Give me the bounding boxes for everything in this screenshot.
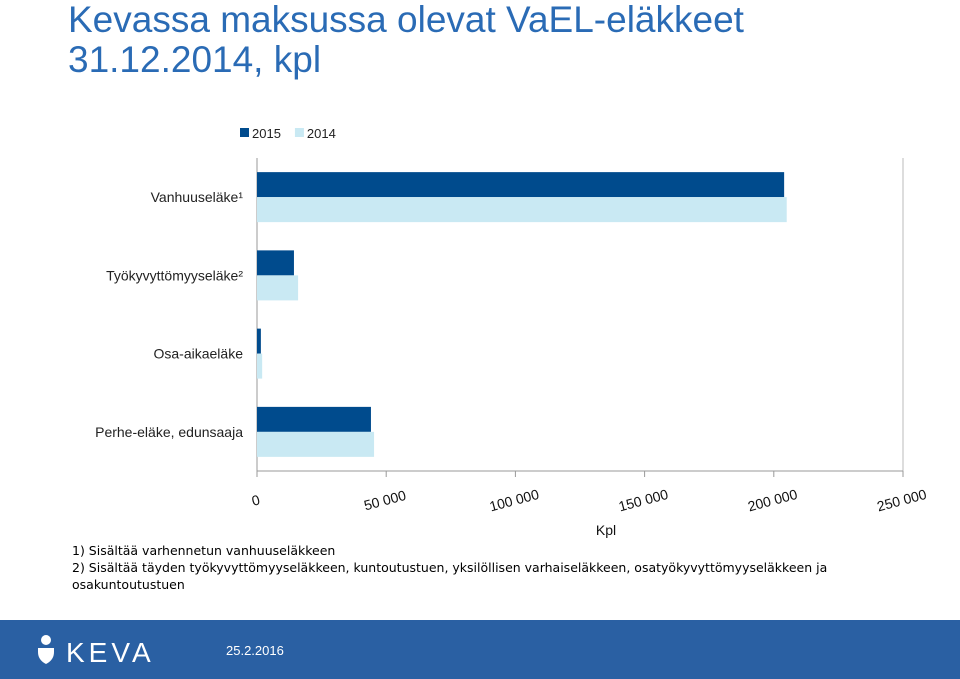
x-tick-label: 50 000: [362, 487, 408, 514]
footnote: 1) Sisältää varhennetun vanhuuseläkkeen: [72, 543, 335, 558]
bar: [257, 431, 375, 457]
x-tick-label: 150 000: [617, 486, 670, 515]
bar: [257, 172, 785, 198]
legend-swatch: [240, 128, 249, 137]
bar: [257, 353, 263, 379]
bar: [257, 275, 299, 301]
logo-icon: [41, 635, 51, 645]
y-tick-label: Osa-aikaeläke: [154, 346, 244, 362]
footer-date: 25.2.2016: [226, 643, 284, 658]
footnote: osakuntoutustuen: [72, 577, 185, 592]
y-tick-label: Perhe-eläke, edunsaaja: [95, 424, 243, 440]
slide-title: 31.12.2014, kpl: [68, 39, 321, 80]
y-tick-label: Työkyvyttömyyseläke²: [106, 267, 243, 283]
logo-text: KEVA: [66, 637, 155, 668]
slide-title: Kevassa maksussa olevat VaEL-eläkkeet: [68, 0, 745, 40]
x-axis-title: Kpl: [596, 522, 616, 538]
bar: [257, 197, 787, 223]
x-tick-label: 100 000: [488, 486, 541, 515]
x-tick-label: 200 000: [746, 486, 799, 515]
footer-bar: [0, 620, 960, 679]
x-tick-label: 0: [250, 491, 262, 509]
y-tick-label: Vanhuuseläke¹: [151, 189, 244, 205]
bar: [257, 328, 261, 354]
x-tick-label: 250 000: [875, 486, 928, 515]
legend-label: 2015: [252, 126, 281, 141]
legend-label: 2014: [307, 126, 336, 141]
legend-swatch: [294, 128, 304, 137]
footnote: 2) Sisältää täyden työkyvyttömyyseläkkee…: [72, 560, 827, 575]
logo-icon: [38, 648, 54, 664]
bar: [257, 406, 371, 432]
bar: [257, 250, 294, 276]
